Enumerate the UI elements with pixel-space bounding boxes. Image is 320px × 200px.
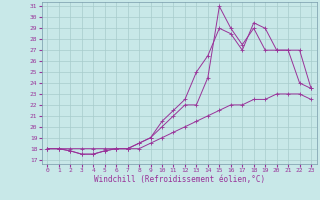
X-axis label: Windchill (Refroidissement éolien,°C): Windchill (Refroidissement éolien,°C) (94, 175, 265, 184)
